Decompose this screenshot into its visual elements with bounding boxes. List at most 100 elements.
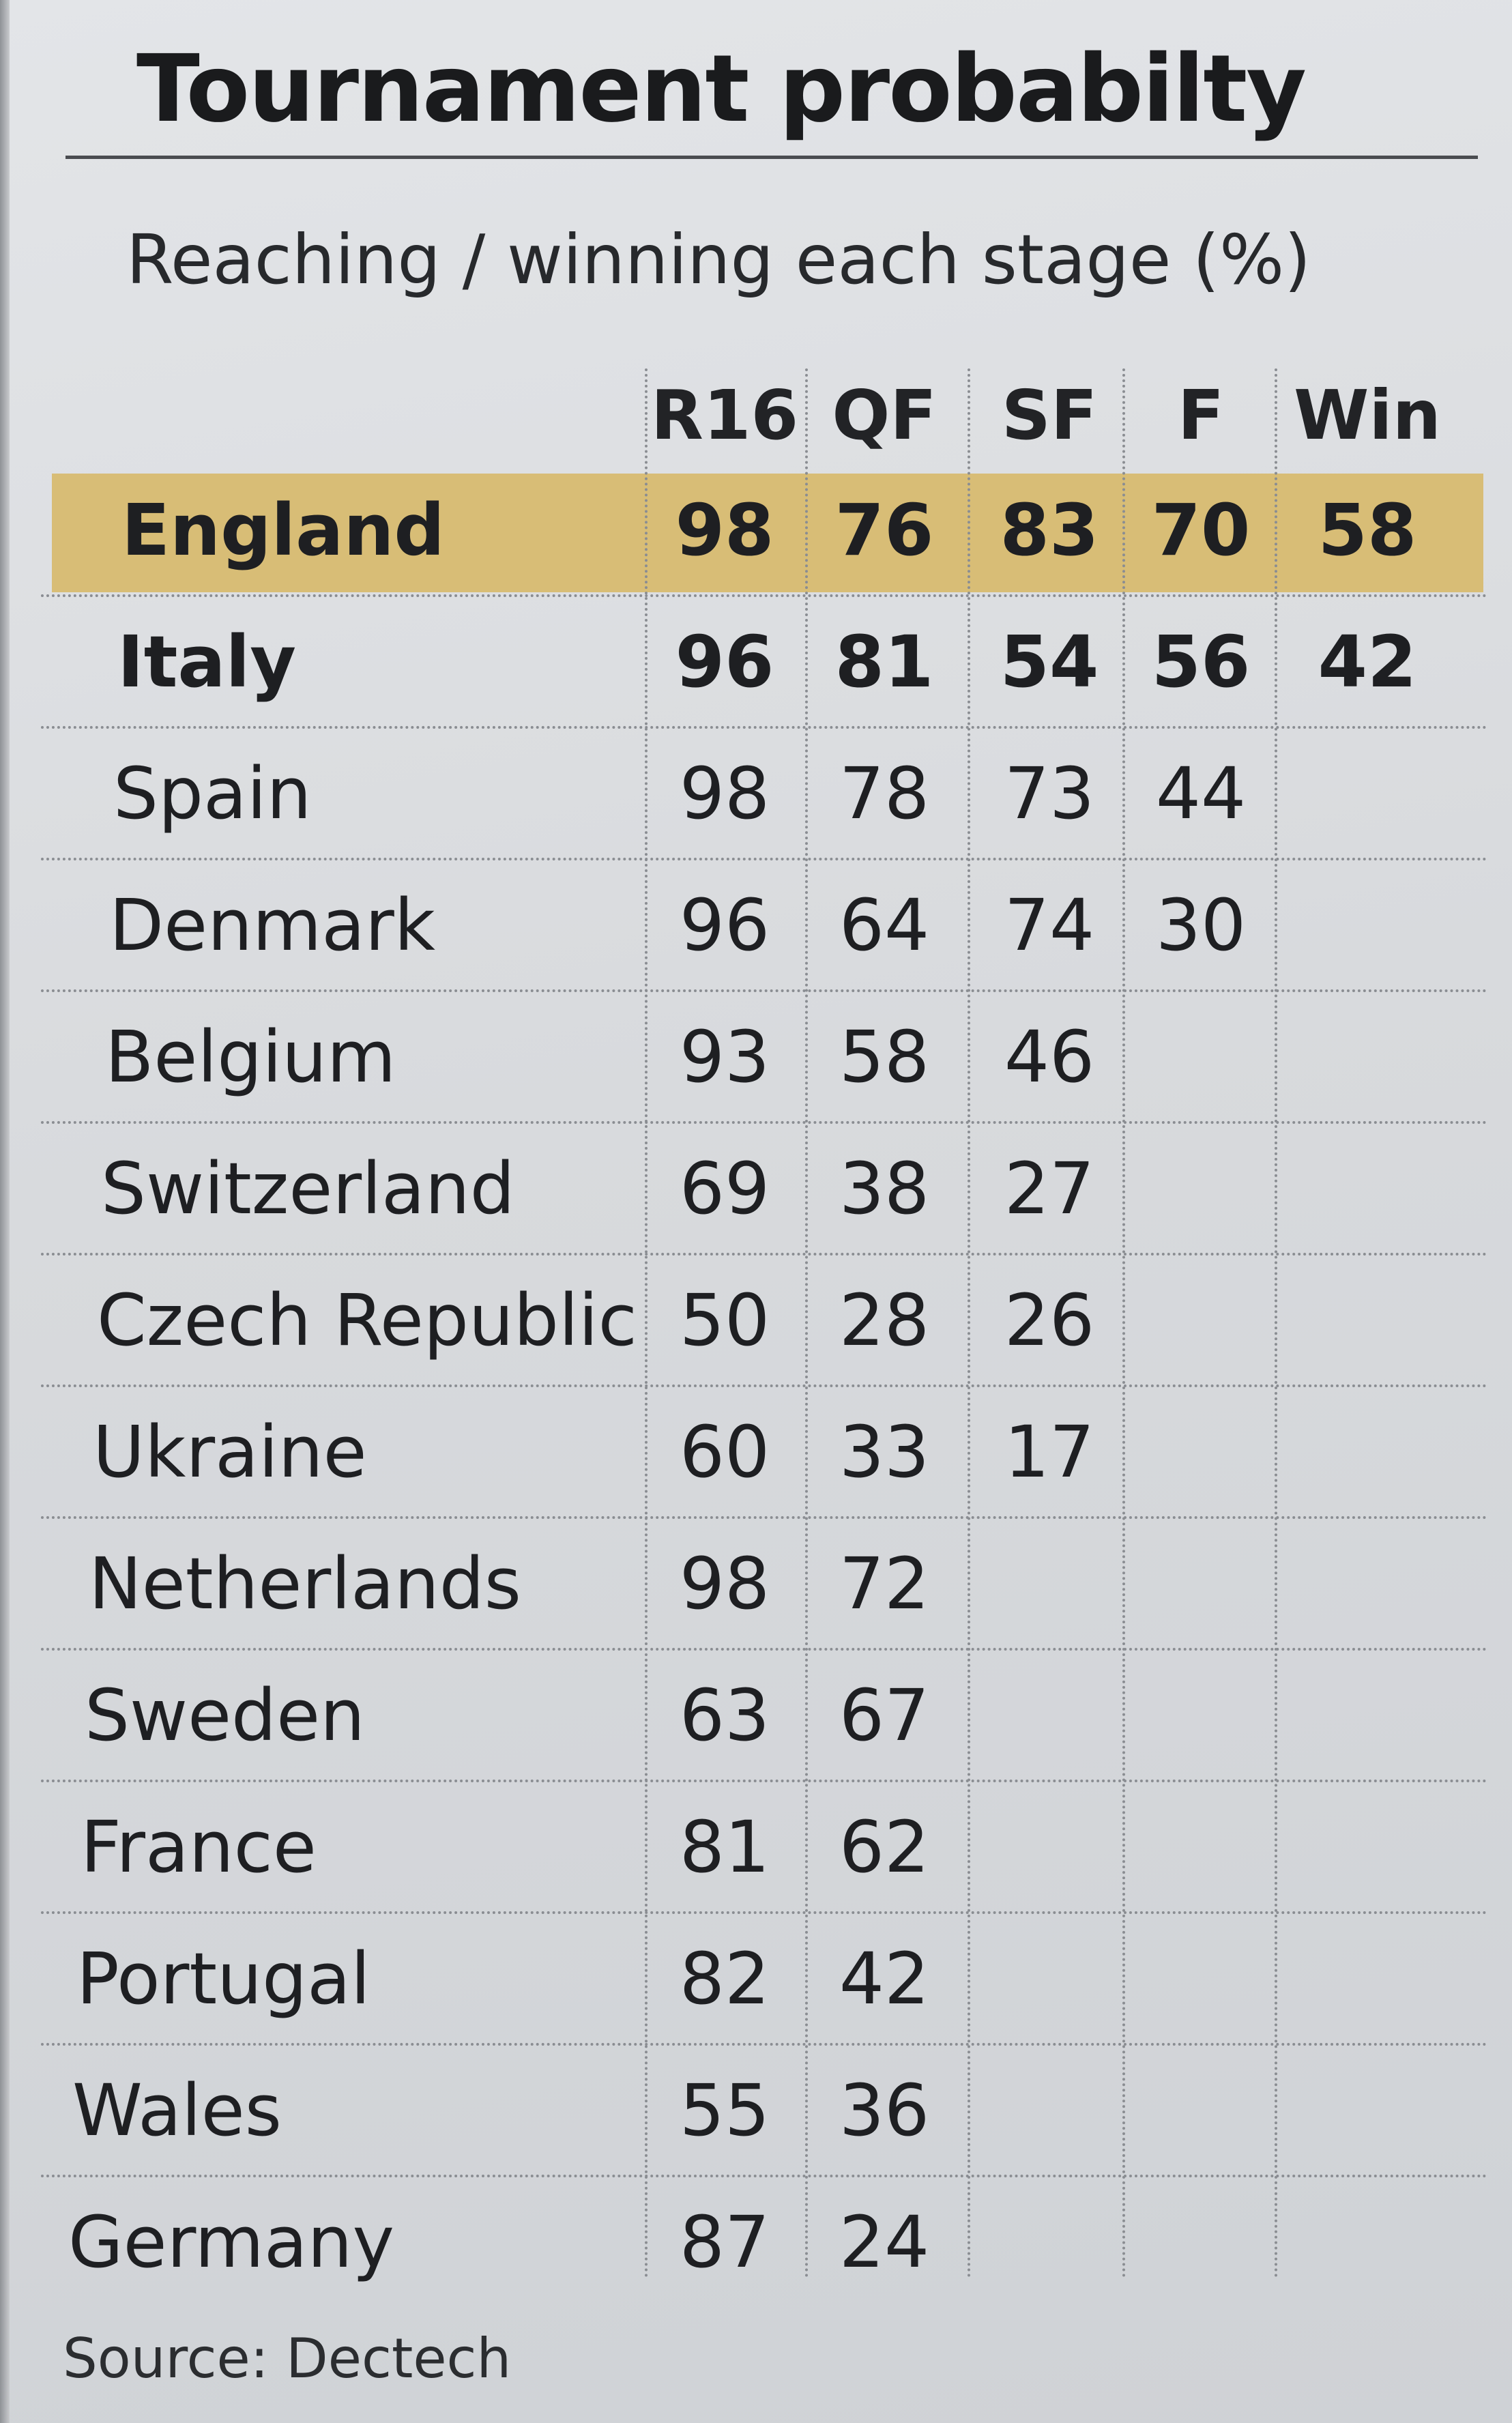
value-r16: 96 bbox=[675, 620, 774, 703]
value-r16: 50 bbox=[679, 1279, 770, 1362]
value-qf: 58 bbox=[839, 1015, 930, 1099]
value-r16: 63 bbox=[679, 1674, 770, 1757]
table-row: Denmark 96 64 74 30 bbox=[0, 860, 1512, 990]
country-label: Belgium bbox=[105, 1015, 396, 1099]
row-divider bbox=[41, 1253, 1487, 1256]
value-sf: 26 bbox=[1004, 1279, 1095, 1362]
row-divider bbox=[41, 858, 1487, 860]
column-divider bbox=[968, 368, 970, 2279]
table-row: Sweden 63 67 bbox=[0, 1651, 1512, 1780]
value-r16: 69 bbox=[679, 1147, 770, 1230]
value-sf: 83 bbox=[1000, 489, 1099, 572]
value-qf: 72 bbox=[839, 1542, 930, 1625]
table-row: Wales 55 36 bbox=[0, 2046, 1512, 2175]
value-qf: 38 bbox=[839, 1147, 930, 1230]
value-qf: 76 bbox=[834, 489, 934, 572]
value-f: 70 bbox=[1151, 489, 1251, 572]
row-divider bbox=[41, 1384, 1487, 1387]
column-divider bbox=[1275, 368, 1277, 2279]
column-divider bbox=[805, 368, 808, 2279]
value-win: 58 bbox=[1318, 489, 1417, 572]
column-header-f: F bbox=[1177, 375, 1225, 455]
table-row: Czech Republic 50 28 26 bbox=[0, 1256, 1512, 1385]
england-highlight-band bbox=[52, 474, 1483, 592]
value-r16: 98 bbox=[675, 489, 774, 572]
value-win: 42 bbox=[1318, 620, 1417, 703]
value-sf: 74 bbox=[1004, 884, 1095, 967]
value-qf: 64 bbox=[839, 884, 930, 967]
row-divider bbox=[41, 1911, 1487, 1914]
country-label: England bbox=[121, 489, 445, 572]
table-row: England 98 76 83 70 58 bbox=[0, 465, 1512, 595]
country-label: Switzerland bbox=[101, 1147, 515, 1230]
value-qf: 28 bbox=[839, 1279, 930, 1362]
table-row: Italy 96 81 54 56 42 bbox=[0, 597, 1512, 727]
column-header-win: Win bbox=[1294, 375, 1441, 455]
value-qf: 67 bbox=[839, 1674, 930, 1757]
table-row: France 81 62 bbox=[0, 1782, 1512, 1912]
table-row: Switzerland 69 38 27 bbox=[0, 1124, 1512, 1253]
column-header-qf: QF bbox=[832, 375, 937, 455]
source-note: Source: Dectech bbox=[63, 2327, 512, 2390]
column-header-sf: SF bbox=[1001, 375, 1098, 455]
value-sf: 17 bbox=[1004, 1410, 1095, 1494]
value-sf: 46 bbox=[1004, 1015, 1095, 1099]
country-label: France bbox=[81, 1805, 317, 1889]
value-r16: 55 bbox=[679, 2069, 770, 2152]
value-f: 44 bbox=[1155, 752, 1247, 835]
row-divider bbox=[41, 2175, 1487, 2177]
chart-title: Tournament probabilty bbox=[136, 35, 1307, 143]
country-label: Italy bbox=[117, 620, 297, 703]
title-divider bbox=[66, 156, 1478, 159]
column-header-r16: R16 bbox=[650, 375, 799, 455]
value-r16: 93 bbox=[679, 1015, 770, 1099]
value-r16: 98 bbox=[679, 1542, 770, 1625]
row-divider bbox=[41, 989, 1487, 992]
column-divider bbox=[645, 368, 648, 2279]
row-divider bbox=[41, 726, 1487, 729]
table-row: Ukraine 60 33 17 bbox=[0, 1387, 1512, 1517]
value-r16: 87 bbox=[679, 2201, 770, 2284]
table-row: Germany 87 24 bbox=[0, 2177, 1512, 2307]
row-divider bbox=[41, 1516, 1487, 1519]
country-label: Ukraine bbox=[93, 1410, 367, 1494]
country-label: Germany bbox=[68, 2201, 395, 2284]
country-label: Portugal bbox=[76, 1937, 370, 2020]
country-label: Czech Republic bbox=[97, 1279, 637, 1362]
value-r16: 98 bbox=[679, 752, 770, 835]
value-f: 30 bbox=[1155, 884, 1247, 967]
value-qf: 36 bbox=[839, 2069, 930, 2152]
row-divider bbox=[41, 1648, 1487, 1651]
country-label: Netherlands bbox=[89, 1542, 521, 1625]
value-r16: 96 bbox=[679, 884, 770, 967]
value-qf: 24 bbox=[839, 2201, 930, 2284]
table-row: Netherlands 98 72 bbox=[0, 1519, 1512, 1649]
table-row: Spain 98 78 73 44 bbox=[0, 729, 1512, 858]
value-sf: 54 bbox=[1000, 620, 1099, 703]
chart-subtitle: Reaching / winning each stage (%) bbox=[126, 220, 1311, 300]
country-label: Spain bbox=[113, 752, 312, 835]
value-r16: 82 bbox=[679, 1937, 770, 2020]
value-sf: 27 bbox=[1004, 1147, 1095, 1230]
value-qf: 78 bbox=[839, 752, 930, 835]
table-row: Portugal 82 42 bbox=[0, 1914, 1512, 2044]
value-r16: 81 bbox=[679, 1805, 770, 1889]
value-f: 56 bbox=[1151, 620, 1251, 703]
row-divider bbox=[41, 2043, 1487, 2046]
country-label: Wales bbox=[72, 2069, 282, 2152]
value-r16: 60 bbox=[679, 1410, 770, 1494]
value-sf: 73 bbox=[1004, 752, 1095, 835]
value-qf: 33 bbox=[839, 1410, 930, 1494]
value-qf: 62 bbox=[839, 1805, 930, 1889]
value-qf: 81 bbox=[834, 620, 934, 703]
row-divider bbox=[41, 1121, 1487, 1124]
country-label: Denmark bbox=[109, 884, 436, 967]
table-row: Belgium 93 58 46 bbox=[0, 992, 1512, 1122]
column-divider bbox=[1122, 368, 1125, 2279]
value-qf: 42 bbox=[839, 1937, 930, 2020]
row-divider bbox=[41, 1780, 1487, 1782]
row-divider bbox=[41, 594, 1487, 597]
country-label: Sweden bbox=[85, 1674, 365, 1757]
paper-edge bbox=[0, 0, 10, 2423]
